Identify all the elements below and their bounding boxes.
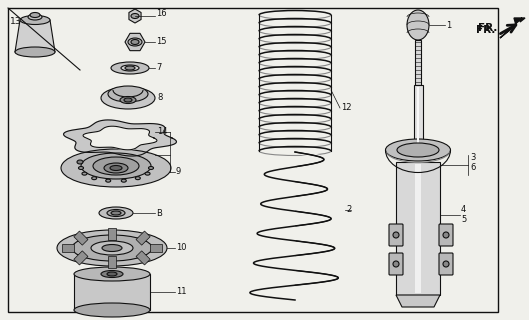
Polygon shape	[136, 231, 150, 245]
Polygon shape	[150, 244, 162, 252]
Ellipse shape	[74, 303, 150, 317]
Ellipse shape	[106, 179, 111, 182]
Ellipse shape	[102, 244, 122, 252]
Ellipse shape	[101, 270, 123, 277]
Ellipse shape	[135, 177, 140, 180]
Text: 10: 10	[176, 244, 187, 252]
Ellipse shape	[28, 14, 42, 20]
Ellipse shape	[145, 172, 150, 175]
Text: 12: 12	[341, 103, 351, 113]
Polygon shape	[396, 295, 440, 307]
Bar	[415, 40, 421, 85]
Ellipse shape	[99, 207, 133, 219]
Ellipse shape	[61, 149, 171, 187]
Ellipse shape	[128, 38, 142, 46]
Ellipse shape	[110, 165, 122, 171]
Polygon shape	[63, 120, 177, 156]
Ellipse shape	[407, 10, 429, 40]
Text: 13: 13	[10, 18, 22, 27]
Text: 8: 8	[157, 92, 162, 101]
Polygon shape	[108, 256, 116, 268]
Ellipse shape	[131, 39, 139, 44]
Text: FR.: FR.	[476, 25, 495, 35]
Ellipse shape	[393, 232, 399, 238]
Polygon shape	[15, 20, 55, 52]
Bar	[74, 274, 150, 310]
Bar	[417, 87, 419, 146]
Ellipse shape	[104, 163, 128, 173]
Ellipse shape	[30, 12, 40, 18]
Polygon shape	[74, 231, 88, 245]
Ellipse shape	[120, 97, 136, 103]
Ellipse shape	[93, 157, 139, 175]
Text: 5: 5	[461, 215, 466, 225]
Text: 4: 4	[461, 205, 466, 214]
Ellipse shape	[111, 211, 121, 215]
Ellipse shape	[386, 139, 451, 161]
Ellipse shape	[20, 15, 50, 25]
Text: 1: 1	[446, 20, 451, 29]
Ellipse shape	[125, 66, 135, 70]
FancyBboxPatch shape	[389, 253, 403, 275]
Text: 15: 15	[156, 37, 167, 46]
Polygon shape	[74, 251, 88, 265]
Text: 2: 2	[346, 205, 351, 214]
Ellipse shape	[121, 179, 126, 182]
Text: 6: 6	[470, 164, 476, 172]
Ellipse shape	[443, 261, 449, 267]
Ellipse shape	[92, 177, 97, 180]
Ellipse shape	[443, 232, 449, 238]
Bar	[396, 162, 440, 295]
Ellipse shape	[393, 261, 399, 267]
Text: 11: 11	[176, 287, 187, 297]
Bar	[414, 85, 423, 148]
Ellipse shape	[101, 87, 155, 109]
Ellipse shape	[72, 235, 152, 261]
Ellipse shape	[78, 166, 84, 170]
Ellipse shape	[91, 241, 133, 255]
Text: 7: 7	[156, 62, 161, 71]
FancyBboxPatch shape	[389, 224, 403, 246]
Polygon shape	[500, 18, 525, 38]
Ellipse shape	[57, 230, 167, 266]
Polygon shape	[83, 126, 157, 150]
Polygon shape	[108, 228, 116, 240]
Text: 14: 14	[157, 126, 168, 135]
Text: FR.: FR.	[478, 23, 497, 33]
Polygon shape	[129, 9, 141, 23]
Ellipse shape	[121, 65, 139, 71]
Polygon shape	[62, 244, 74, 252]
Ellipse shape	[81, 153, 151, 179]
Ellipse shape	[111, 62, 149, 74]
FancyBboxPatch shape	[439, 253, 453, 275]
Text: B: B	[156, 209, 162, 218]
Ellipse shape	[77, 160, 83, 164]
Ellipse shape	[124, 98, 132, 102]
Text: 9: 9	[176, 167, 181, 177]
Bar	[415, 164, 421, 293]
Ellipse shape	[15, 47, 55, 57]
Text: 16: 16	[156, 10, 167, 19]
Polygon shape	[136, 251, 150, 265]
Ellipse shape	[131, 13, 139, 19]
Ellipse shape	[107, 272, 117, 276]
Polygon shape	[125, 33, 145, 51]
Ellipse shape	[108, 86, 148, 102]
FancyBboxPatch shape	[439, 224, 453, 246]
Text: 3: 3	[470, 153, 476, 162]
Ellipse shape	[149, 166, 153, 170]
Ellipse shape	[107, 210, 125, 217]
Ellipse shape	[74, 267, 150, 281]
Ellipse shape	[397, 143, 439, 157]
Ellipse shape	[82, 172, 87, 175]
